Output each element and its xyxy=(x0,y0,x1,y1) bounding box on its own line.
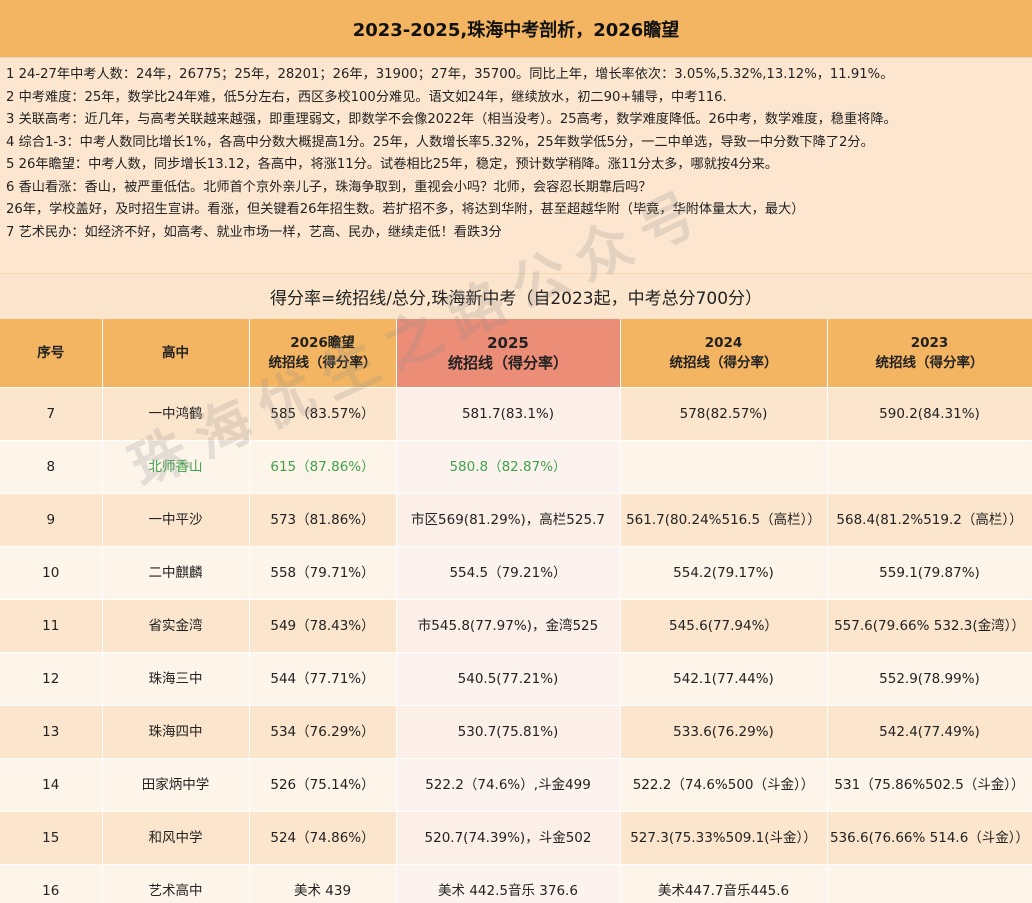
cell-2026: 549（78.43%） xyxy=(249,599,397,653)
cell-2026: 526（75.14%） xyxy=(249,758,397,812)
header-2026-year: 2026瞻望 xyxy=(290,334,355,351)
cell-2024: 527.3(75.33%509.1(斗金）） xyxy=(620,811,828,865)
header-2023-sub: 统招线（得分率） xyxy=(875,354,984,371)
cell-school: 珠海三中 xyxy=(102,652,250,706)
cell-2026: 534（76.29%） xyxy=(249,705,397,759)
cell-2025: 530.7(75.81%) xyxy=(396,705,621,759)
cell-2023: 542.4(77.49%) xyxy=(827,705,1032,759)
cell-school: 北师香山 xyxy=(102,440,250,494)
cell-2025: 554.5（79.21%） xyxy=(396,546,621,600)
table-row: 16 艺术高中 美术 439 美术 442.5音乐 376.6 美术447.7音… xyxy=(0,864,1032,903)
note-line: 5 26年瞻望：中考人数，同步增长13.12，各高中，将涨11分。试卷相比25年… xyxy=(6,157,779,172)
note-line: 7 艺术民办：如经济不好，如高考、就业市场一样，艺高、民办，继续走低！看跌3分 xyxy=(6,224,502,240)
table-row: 10 二中麒麟 558（79.71%） 554.5（79.21%） 554.2(… xyxy=(0,546,1032,600)
cell-index: 14 xyxy=(0,758,103,812)
cell-index: 8 xyxy=(0,440,103,494)
header-2025-sub: 统招线（得分率） xyxy=(447,353,568,372)
cell-2023: 531（75.86%502.5（斗金）） xyxy=(827,758,1032,812)
cell-2026: 524（74.86%） xyxy=(249,811,397,865)
cell-2023: 590.2(84.31%) xyxy=(827,387,1032,441)
header-2026-sub: 统招线（得分率） xyxy=(268,354,377,371)
table-row: 12 珠海三中 544（77.71%） 540.5(77.21%) 542.1(… xyxy=(0,652,1032,706)
cell-school: 珠海四中 xyxy=(102,705,250,759)
cell-index: 12 xyxy=(0,652,103,706)
note-line: 1 24-27年中考人数：24年，26775；25年，28201；26年，319… xyxy=(6,67,894,82)
cell-school: 二中麒麟 xyxy=(102,546,250,600)
cell-index: 11 xyxy=(0,599,103,653)
cell-2024: 545.6(77.94%） xyxy=(620,599,828,653)
cell-2023 xyxy=(827,864,1032,903)
header-2023: 2023 统招线（得分率） xyxy=(827,319,1032,388)
note-line: 4 综合1-3：中考人数同比增长1%，各高中分数大概提高1分。25年，人数增长率… xyxy=(6,134,874,150)
header-2024-sub: 统招线（得分率） xyxy=(669,354,778,371)
cell-school: 一中鸿鹤 xyxy=(102,387,250,441)
cell-2023: 557.6(79.66% 532.3(金湾）） xyxy=(827,599,1032,653)
header-index: 序号 xyxy=(0,319,103,388)
cell-index: 16 xyxy=(0,864,103,903)
cell-2023 xyxy=(827,440,1032,494)
cell-2026: 558（79.71%） xyxy=(249,546,397,600)
note-line: 3 关联高考：近几年，与高考关联越来越强，即重理弱文，即数学不会像2022年（相… xyxy=(6,112,897,127)
header-2025: 2025 统招线（得分率） xyxy=(396,319,621,388)
cell-2026: 585（83.57%） xyxy=(249,387,397,441)
header-2026: 2026瞻望 统招线（得分率） xyxy=(249,319,397,388)
cell-2025: 市区569(81.29%)，高栏525.7 xyxy=(396,493,621,547)
table-row: 13 珠海四中 534（76.29%） 530.7(75.81%) 533.6(… xyxy=(0,705,1032,759)
table-row: 8 北师香山 615（87.86%） 580.8（82.87%） xyxy=(0,440,1032,494)
cell-2025: 522.2（74.6%）,斗金499 xyxy=(396,758,621,812)
header-2023-year: 2023 xyxy=(910,334,949,351)
table-header-row: 序号 高中 2026瞻望 统招线（得分率） 2025 统招线（得分率） 2024… xyxy=(0,319,1032,388)
cell-2024: 578(82.57%) xyxy=(620,387,828,441)
cell-2024: 542.1(77.44%) xyxy=(620,652,828,706)
note-line: 26年，学校盖好，及时招生宣讲。看涨，但关键看26年招生数。若扩招不多，将达到华… xyxy=(6,202,805,217)
cell-2023: 552.9(78.99%) xyxy=(827,652,1032,706)
header-2024: 2024 统招线（得分率） xyxy=(620,319,828,388)
table-row: 14 田家炳中学 526（75.14%） 522.2（74.6%）,斗金499 … xyxy=(0,758,1032,812)
cell-2025: 市545.8(77.97%)，金湾525 xyxy=(396,599,621,653)
cell-2026: 544（77.71%） xyxy=(249,652,397,706)
cell-2023: 559.1(79.87%) xyxy=(827,546,1032,600)
cell-2024 xyxy=(620,440,828,494)
score-table: 序号 高中 2026瞻望 统招线（得分率） 2025 统招线（得分率） 2024… xyxy=(0,319,1032,903)
cell-2024: 533.6(76.29%) xyxy=(620,705,828,759)
cell-2024: 522.2（74.6%500（斗金）） xyxy=(620,758,828,812)
cell-index: 13 xyxy=(0,705,103,759)
header-school: 高中 xyxy=(102,319,250,388)
cell-2026: 美术 439 xyxy=(249,864,397,903)
cell-2026: 615（87.86%） xyxy=(249,440,397,494)
cell-index: 15 xyxy=(0,811,103,865)
table-row: 15 和风中学 524（74.86%） 520.7(74.39%)，斗金502 … xyxy=(0,811,1032,865)
table-row: 9 一中平沙 573（81.86%） 市区569(81.29%)，高栏525.7… xyxy=(0,493,1032,547)
cell-school: 和风中学 xyxy=(102,811,250,865)
cell-2025: 581.7(83.1%) xyxy=(396,387,621,441)
page-title: 2023-2025,珠海中考剖析，2026瞻望 xyxy=(0,0,1032,58)
cell-index: 10 xyxy=(0,546,103,600)
cell-index: 7 xyxy=(0,387,103,441)
header-2024-year: 2024 xyxy=(704,334,743,351)
note-line: 6 香山看涨：香山，被严重低估。北师首个京外亲儿子，珠海争取到，重视会小吗？北师… xyxy=(6,179,652,195)
cell-school: 省实金湾 xyxy=(102,599,250,653)
cell-school: 一中平沙 xyxy=(102,493,250,547)
cell-2025: 美术 442.5音乐 376.6 xyxy=(396,864,621,903)
cell-school: 艺术高中 xyxy=(102,864,250,903)
cell-2024: 554.2(79.17%) xyxy=(620,546,828,600)
table-subtitle: 得分率=统招线/总分,珠海新中考（自2023起，中考总分700分） xyxy=(0,273,1032,319)
cell-2024: 美术447.7音乐445.6 xyxy=(620,864,828,903)
cell-2023: 568.4(81.2%519.2（高栏）） xyxy=(827,493,1032,547)
cell-index: 9 xyxy=(0,493,103,547)
cell-2025: 580.8（82.87%） xyxy=(396,440,621,494)
cell-2026: 573（81.86%） xyxy=(249,493,397,547)
analysis-notes: 1 24-27年中考人数：24年，26775；25年，28201；26年，319… xyxy=(0,58,1032,273)
note-line: 2 中考难度：25年，数学比24年难，低5分左右，西区多校100分难见。语文如2… xyxy=(6,89,727,105)
cell-2025: 540.5(77.21%) xyxy=(396,652,621,706)
table-row: 7 一中鸿鹤 585（83.57%） 581.7(83.1%) 578(82.5… xyxy=(0,387,1032,441)
table-row: 11 省实金湾 549（78.43%） 市545.8(77.97%)，金湾525… xyxy=(0,599,1032,653)
cell-2024: 561.7(80.24%516.5（高栏）） xyxy=(620,493,828,547)
cell-2023: 536.6(76.66% 514.6（斗金）） xyxy=(827,811,1032,865)
header-2025-year: 2025 xyxy=(487,333,529,352)
cell-2025: 520.7(74.39%)，斗金502 xyxy=(396,811,621,865)
cell-school: 田家炳中学 xyxy=(102,758,250,812)
